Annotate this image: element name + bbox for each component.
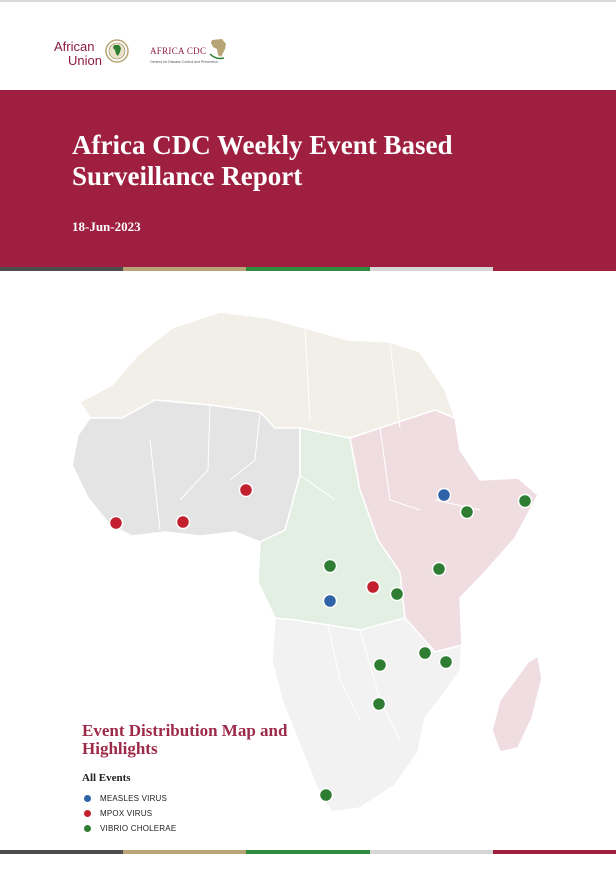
cholera-event-marker[interactable] <box>459 504 475 520</box>
cholera-event-marker[interactable] <box>371 696 387 712</box>
legend-item-cholera: VIBRIO CHOLERAE <box>82 821 342 836</box>
cholera-event-marker[interactable] <box>372 657 388 673</box>
map-region-east <box>349 409 539 653</box>
color-stripe-bottom <box>0 850 616 854</box>
cdc-africa-emblem-icon <box>209 39 226 60</box>
au-logo-line2: Union <box>68 53 102 68</box>
mpox-event-marker[interactable] <box>238 482 254 498</box>
event-legend: MEASLES VIRUS MPOX VIRUS VIBRIO CHOLERAE <box>82 791 342 836</box>
africa-map <box>71 311 543 813</box>
legend-item-mpox: MPOX VIRUS <box>82 806 342 821</box>
cholera-marker-icon <box>84 825 91 832</box>
african-union-logo: African Union <box>54 36 134 84</box>
highlights-section: Event Distribution Map and Highlights Al… <box>82 722 342 836</box>
mpox-marker-icon <box>84 810 91 817</box>
map-region-madagascar <box>491 654 543 753</box>
measles-marker-icon <box>84 795 91 802</box>
top-rule <box>0 0 616 2</box>
legend-label-cholera: VIBRIO CHOLERAE <box>100 824 177 833</box>
cholera-event-marker[interactable] <box>322 558 338 574</box>
logo-bar: African Union AFRICA CDC Centres for Dis… <box>0 18 616 88</box>
color-stripe-top <box>0 267 616 271</box>
measles-event-marker[interactable] <box>322 593 338 609</box>
cholera-event-marker[interactable] <box>417 645 433 661</box>
legend-label-mpox: MPOX VIRUS <box>100 809 153 818</box>
mpox-event-marker[interactable] <box>108 515 124 531</box>
cdc-logo-tagline: Centres for Disease Control and Preventi… <box>150 60 218 64</box>
title-banner: Africa CDC Weekly Event Based Surveillan… <box>0 90 616 267</box>
report-date: 18-Jun-2023 <box>72 219 141 234</box>
cholera-event-marker[interactable] <box>389 586 405 602</box>
cholera-event-marker[interactable] <box>438 654 454 670</box>
map-markers <box>108 482 533 803</box>
report-title: Africa CDC Weekly Event Based Surveillan… <box>72 130 453 191</box>
cholera-event-marker[interactable] <box>431 561 447 577</box>
mpox-event-marker[interactable] <box>365 579 381 595</box>
legend-label-measles: MEASLES VIRUS <box>100 794 168 803</box>
cdc-logo-name: AFRICA CDC <box>150 46 207 56</box>
africa-cdc-logo: AFRICA CDC Centres for Disease Control a… <box>150 36 240 84</box>
section-title: Event Distribution Map and Highlights <box>82 721 288 758</box>
measles-event-marker[interactable] <box>436 487 452 503</box>
au-emblem-icon <box>105 39 129 63</box>
legend-item-measles: MEASLES VIRUS <box>82 791 342 806</box>
cholera-event-marker[interactable] <box>318 787 334 803</box>
cholera-event-marker[interactable] <box>517 493 533 509</box>
au-logo-line1: African <box>54 39 95 54</box>
legend-title: All Events <box>82 772 131 784</box>
mpox-event-marker[interactable] <box>175 514 191 530</box>
